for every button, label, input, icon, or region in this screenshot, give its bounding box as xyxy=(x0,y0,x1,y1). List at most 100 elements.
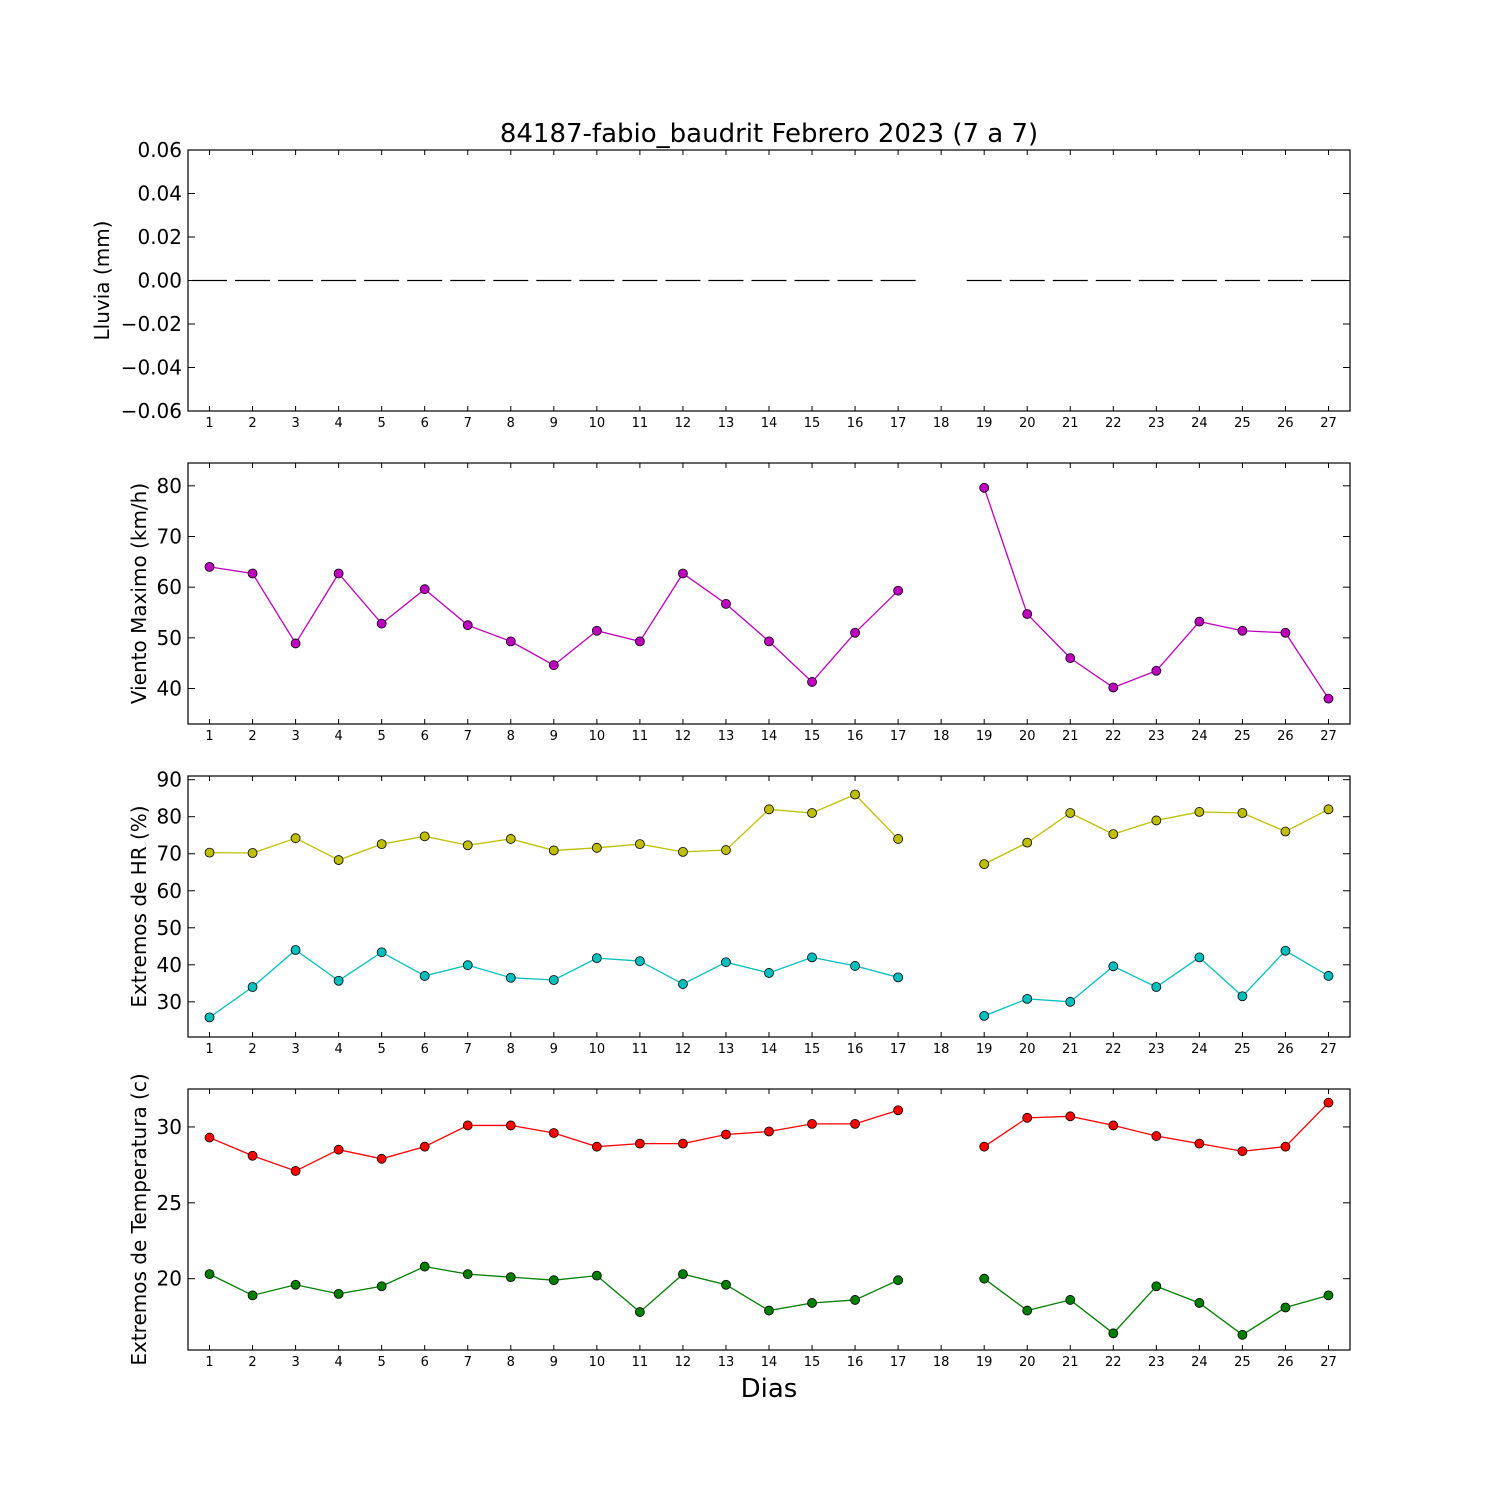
y-tick-label: 40 xyxy=(157,677,182,701)
data-point xyxy=(764,968,774,978)
data-point xyxy=(247,982,258,992)
y-tick-label: −0.06 xyxy=(121,399,182,423)
data-point xyxy=(1022,1112,1033,1123)
data-point xyxy=(979,1010,990,1021)
y-axis-label: Extremos de HR (%) xyxy=(127,805,151,1007)
data-point xyxy=(591,1270,602,1281)
x-tick-label: 8 xyxy=(507,729,515,744)
data-point xyxy=(505,636,516,647)
data-point xyxy=(721,1279,731,1290)
data-point xyxy=(850,1295,860,1305)
data-point xyxy=(376,1281,387,1292)
x-tick-label: 27 xyxy=(1320,729,1337,744)
plot-frame xyxy=(187,149,1351,412)
x-tick-label: 13 xyxy=(718,416,735,431)
data-point xyxy=(850,961,860,971)
x-tick-label: 7 xyxy=(464,416,472,431)
y-tick-label: 70 xyxy=(157,524,182,548)
x-tick-label: 18 xyxy=(933,1042,950,1057)
x-tick-label: 13 xyxy=(718,1042,735,1057)
x-tick-label: 27 xyxy=(1320,416,1337,431)
y-tick-label: 30 xyxy=(157,1115,182,1139)
y-tick-label: 0.04 xyxy=(137,182,182,206)
x-tick-label: 6 xyxy=(421,1042,429,1057)
panel-1: 1 2 3 4 5 6 7 8 9 10 11 12 13 14 15 16 17 18 19 20 21 22 23 24 2… xyxy=(90,138,1351,431)
x-tick-label: 2 xyxy=(248,729,256,744)
data-point xyxy=(204,847,215,858)
x-tick-label: 12 xyxy=(675,1355,692,1370)
y-tick-label: 80 xyxy=(157,474,182,498)
x-tick-label: 5 xyxy=(378,729,386,744)
x-tick-label: 1 xyxy=(205,729,213,744)
x-tick-label: 18 xyxy=(933,729,950,744)
x-tick-label: 9 xyxy=(550,729,558,744)
data-point xyxy=(505,1272,516,1283)
x-tick-label: 22 xyxy=(1105,416,1122,431)
y-tick-label: 20 xyxy=(157,1267,182,1291)
data-point xyxy=(376,839,387,850)
x-tick-label: 7 xyxy=(464,1355,472,1370)
x-tick-label: 17 xyxy=(890,416,907,431)
data-point xyxy=(204,1132,215,1143)
data-point xyxy=(1151,1281,1162,1292)
data-point xyxy=(1237,1146,1248,1157)
x-tick-label: 12 xyxy=(675,1042,692,1057)
data-point xyxy=(979,859,990,870)
x-tick-label: 17 xyxy=(890,1042,907,1057)
x-tick-label: 3 xyxy=(291,1355,299,1370)
data-point xyxy=(1151,1131,1162,1141)
data-point xyxy=(1194,1138,1205,1149)
x-tick-label: 11 xyxy=(632,729,649,744)
data-point xyxy=(462,1269,473,1280)
data-point xyxy=(1280,1141,1291,1152)
x-tick-label: 24 xyxy=(1191,729,1208,744)
x-tick-label: 9 xyxy=(550,1355,558,1370)
x-tick-label: 7 xyxy=(464,729,472,744)
x-tick-label: 4 xyxy=(334,1042,342,1057)
x-tick-label: 9 xyxy=(550,416,558,431)
x-tick-label: 5 xyxy=(378,416,386,431)
data-point xyxy=(1022,1305,1033,1316)
x-tick-label: 10 xyxy=(589,416,606,431)
x-tick-label: 17 xyxy=(890,729,907,744)
x-tick-label: 22 xyxy=(1105,1355,1122,1370)
y-tick-label: 40 xyxy=(157,953,182,977)
data-point xyxy=(1151,665,1162,676)
data-point xyxy=(1194,616,1205,627)
data-point xyxy=(1022,609,1033,619)
data-point xyxy=(290,1279,301,1290)
x-tick-label: 25 xyxy=(1234,1042,1251,1057)
x-tick-label: 23 xyxy=(1148,729,1165,744)
data-point xyxy=(807,1119,817,1129)
x-tick-label: 16 xyxy=(847,729,864,744)
x-tick-label: 23 xyxy=(1148,416,1165,431)
data-point xyxy=(247,1150,258,1161)
x-tick-label: 3 xyxy=(291,1042,299,1057)
data-point xyxy=(678,979,688,989)
data-point xyxy=(1108,829,1119,840)
data-point xyxy=(548,1128,559,1138)
data-point xyxy=(1108,1328,1119,1339)
x-tick-label: 6 xyxy=(421,416,429,431)
data-point xyxy=(548,660,559,671)
data-point xyxy=(979,482,990,493)
x-tick-label: 21 xyxy=(1062,1355,1079,1370)
data-point xyxy=(462,960,473,971)
data-point xyxy=(893,1105,904,1116)
data-point xyxy=(548,1275,559,1286)
data-point xyxy=(893,834,904,844)
data-point xyxy=(1194,807,1205,817)
y-tick-label: 25 xyxy=(157,1191,182,1215)
data-point xyxy=(376,947,387,958)
data-point xyxy=(1065,1295,1076,1305)
data-point xyxy=(1065,808,1076,818)
data-point xyxy=(290,638,301,649)
data-point xyxy=(1065,996,1076,1007)
data-point xyxy=(204,1269,215,1280)
plot-frame xyxy=(187,775,1351,1038)
data-point xyxy=(290,1166,301,1176)
data-point xyxy=(1323,693,1334,704)
data-point xyxy=(634,636,645,647)
data-point xyxy=(1323,971,1334,981)
